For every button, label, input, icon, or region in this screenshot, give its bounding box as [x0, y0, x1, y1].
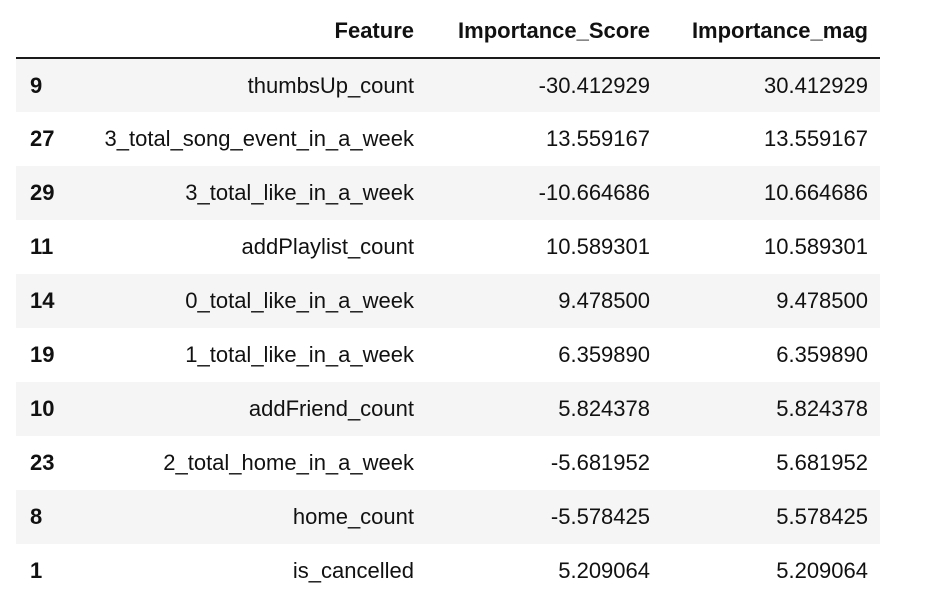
importance-mag-cell: 5.681952 — [776, 450, 868, 475]
importance-score-cell: 13.559167 — [546, 126, 650, 151]
feature-cell: 0_total_like_in_a_week — [185, 288, 414, 313]
importance-score-cell: -10.664686 — [538, 180, 650, 205]
table-row: 23 2_total_home_in_a_week -5.681952 5.68… — [16, 436, 880, 490]
feature-column-header: Feature — [78, 4, 426, 59]
feature-cell: thumbsUp_count — [247, 72, 414, 98]
importance-score-cell: 10.589301 — [546, 234, 650, 259]
importance-mag-cell: 10.664686 — [764, 180, 868, 205]
feature-cell: addPlaylist_count — [241, 234, 414, 259]
importance-score-cell: 5.209064 — [558, 558, 650, 583]
importance-score-cell: 9.478500 — [558, 288, 650, 313]
table-row: 29 3_total_like_in_a_week -10.664686 10.… — [16, 166, 880, 220]
importance-mag-cell: 10.589301 — [764, 234, 868, 259]
importance-mag-cell: 13.559167 — [764, 126, 868, 151]
importance-mag-cell: 30.412929 — [764, 72, 868, 98]
importance-mag-cell: 9.478500 — [776, 288, 868, 313]
importance-mag-cell: 6.359890 — [776, 342, 868, 367]
row-index: 19 — [30, 342, 55, 367]
row-index: 10 — [30, 396, 55, 421]
feature-cell: addFriend_count — [248, 396, 414, 421]
importance-mag-cell: 5.824378 — [776, 396, 868, 421]
table-row: 1 is_cancelled 5.209064 5.209064 — [16, 544, 880, 598]
table-header: Feature Importance_Score Importance_mag — [16, 4, 880, 59]
row-index: 14 — [30, 288, 55, 313]
table-row: 11 addPlaylist_count 10.589301 10.589301 — [16, 220, 880, 274]
importance-score-cell: -30.412929 — [538, 72, 650, 98]
feature-cell: home_count — [292, 504, 414, 529]
row-index: 23 — [30, 450, 55, 475]
feature-cell: 1_total_like_in_a_week — [185, 342, 414, 367]
importance-score-cell: -5.681952 — [550, 450, 650, 475]
row-index: 1 — [30, 558, 43, 583]
importance-score-cell: -5.578425 — [550, 504, 650, 529]
header-row: Feature Importance_Score Importance_mag — [16, 4, 880, 59]
row-index: 8 — [30, 504, 43, 529]
table-row: 9 thumbsUp_count -30.412929 30.412929 — [16, 58, 880, 112]
feature-cell: 3_total_song_event_in_a_week — [104, 126, 414, 151]
table-row: 14 0_total_like_in_a_week 9.478500 9.478… — [16, 274, 880, 328]
feature-importance-table: Feature Importance_Score Importance_mag … — [16, 4, 880, 598]
feature-cell: 3_total_like_in_a_week — [185, 180, 414, 205]
feature-cell: 2_total_home_in_a_week — [163, 450, 414, 475]
table-row: 27 3_total_song_event_in_a_week 13.55916… — [16, 112, 880, 166]
feature-cell: is_cancelled — [292, 558, 414, 583]
row-index: 29 — [30, 180, 55, 205]
row-index: 9 — [30, 72, 43, 98]
table-row: 8 home_count -5.578425 5.578425 — [16, 490, 880, 544]
importance-mag-cell: 5.578425 — [776, 504, 868, 529]
dataframe-output: Feature Importance_Score Importance_mag … — [16, 4, 880, 598]
importance-score-cell: 6.359890 — [558, 342, 650, 367]
importance-mag-cell: 5.209064 — [776, 558, 868, 583]
index-column-header — [16, 4, 78, 59]
table-row: 19 1_total_like_in_a_week 6.359890 6.359… — [16, 328, 880, 382]
importance-mag-column-header: Importance_mag — [662, 4, 880, 59]
importance-score-cell: 5.824378 — [558, 396, 650, 421]
table-body: 9 thumbsUp_count -30.412929 30.412929 27… — [16, 58, 880, 598]
row-index: 11 — [30, 234, 54, 259]
row-index: 27 — [30, 126, 55, 151]
importance-score-column-header: Importance_Score — [426, 4, 662, 59]
table-row: 10 addFriend_count 5.824378 5.824378 — [16, 382, 880, 436]
